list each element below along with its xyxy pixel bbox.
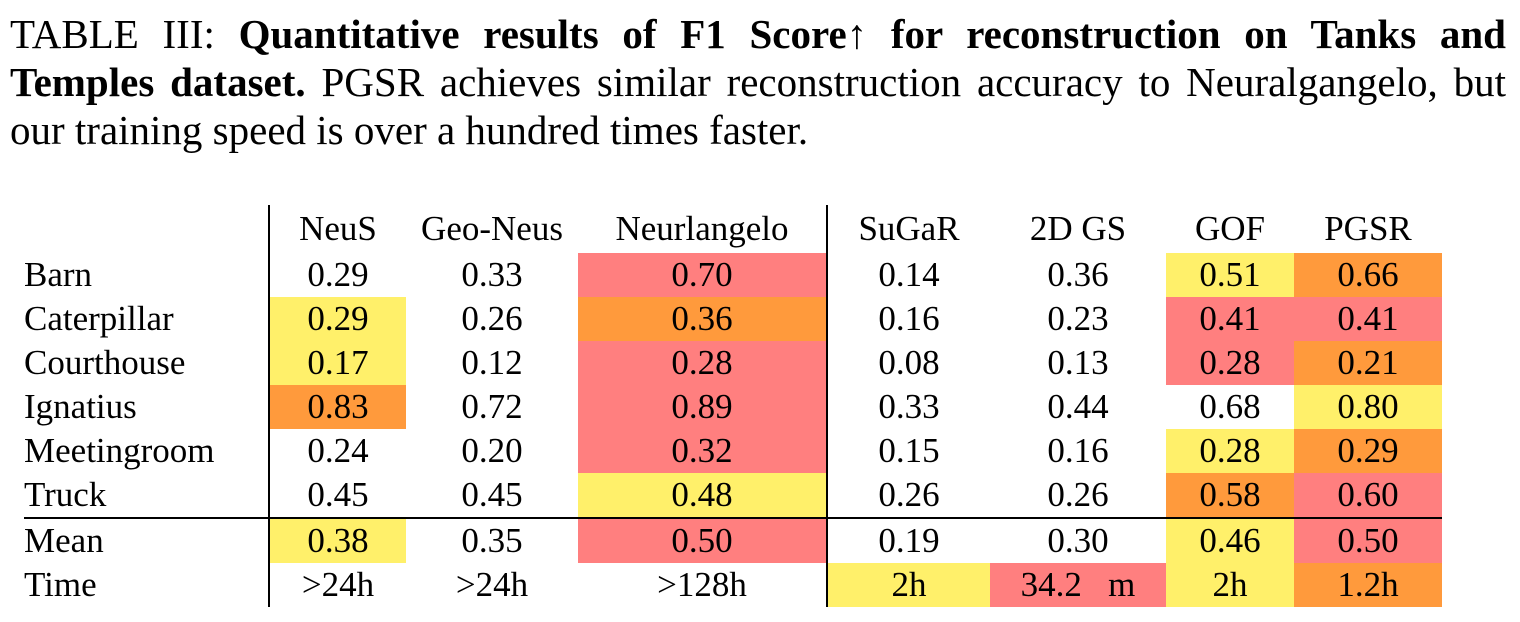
table-row: Mean 0.38 0.35 0.50 0.19 0.30 0.46 0.50 xyxy=(24,517,1442,563)
cell-2d-gs: 0.13 xyxy=(1047,343,1109,382)
header-row: NeuS Geo-Neus Neurlangelo SuGaR 2D GS GO… xyxy=(24,205,1442,253)
table-body: Barn 0.29 0.33 0.70 0.14 0.36 0.51 0.66 Caterpil… xyxy=(24,253,1442,607)
cell-sugar: 0.16 xyxy=(826,297,990,341)
cell-2d-gs: 34.2 m xyxy=(990,563,1166,607)
cell-gof: 0.46 xyxy=(1166,517,1294,563)
cell-pgsr: 0.29 xyxy=(1294,429,1442,473)
table-row: Barn 0.29 0.33 0.70 0.14 0.36 0.51 0.66 xyxy=(24,253,1442,297)
cell-neus: 0.83 xyxy=(268,385,406,429)
cell-2d-gs: 0.16 xyxy=(1047,431,1109,470)
cell-geo-neus: 0.26 xyxy=(461,299,523,338)
row-label: Courthouse xyxy=(24,343,186,382)
cell-2d-gs: 0.30 xyxy=(990,517,1166,563)
cell-gof: 0.28 xyxy=(1166,429,1294,473)
cell-geo-neus: 0.20 xyxy=(461,431,523,470)
cell-neus: 0.24 xyxy=(268,429,406,473)
cell-2d-gs: 0.44 xyxy=(1047,387,1109,426)
cell-gof: 0.51 xyxy=(1166,253,1294,297)
cell-neurlangelo: 0.89 xyxy=(578,385,827,429)
row-label: Ignatius xyxy=(24,387,137,426)
cell-geo-neus: 0.33 xyxy=(461,255,523,294)
table-row: Caterpillar 0.29 0.26 0.36 0.16 0.23 0.41 0.41 xyxy=(24,297,1442,341)
cell-pgsr: 0.41 xyxy=(1294,297,1442,341)
results-table: NeuS Geo-Neus Neurlangelo SuGaR 2D GS GO… xyxy=(24,205,1442,607)
header-cell-2d-gs: 2D GS xyxy=(1029,209,1127,248)
cell-neurlangelo: 0.28 xyxy=(578,341,827,385)
cell-sugar: 0.08 xyxy=(826,341,990,385)
row-label: Caterpillar xyxy=(24,299,174,338)
cell-pgsr: 0.21 xyxy=(1294,341,1442,385)
cell-geo-neus: 0.35 xyxy=(406,517,578,563)
cell-neurlangelo: 0.70 xyxy=(578,253,827,297)
header-cell-pgsr: PGSR xyxy=(1324,209,1412,248)
cell-sugar: 0.19 xyxy=(826,517,990,563)
caption-label: TABLE III: xyxy=(10,11,239,57)
row-label: Barn xyxy=(24,255,93,294)
header-cell-neus: NeuS xyxy=(268,205,406,253)
cell-gof: 0.58 xyxy=(1166,473,1294,518)
cell-neus: 0.17 xyxy=(268,341,406,385)
cell-2d-gs: 0.36 xyxy=(1047,255,1109,294)
cell-pgsr: 0.80 xyxy=(1294,385,1442,429)
table-row: Truck 0.45 0.45 0.48 0.26 0.26 0.58 0.60 xyxy=(24,473,1442,518)
caption-bold-title: Quantitative results of F1 Score↑ for re… xyxy=(10,11,1506,105)
row-label: Meetingroom xyxy=(24,431,215,470)
cell-gof: 0.41 xyxy=(1166,297,1294,341)
header-cell-geo-neus: Geo-Neus xyxy=(421,209,563,248)
header-cell-empty xyxy=(24,205,269,253)
header-cell-sugar: SuGaR xyxy=(826,205,990,253)
cell-neus: 0.45 xyxy=(268,473,406,518)
cell-neus: 0.29 xyxy=(268,297,406,341)
cell-geo-neus: 0.72 xyxy=(461,387,523,426)
cell-neus: 0.29 xyxy=(268,253,406,297)
cell-sugar: 2h xyxy=(826,563,990,607)
cell-sugar: 0.15 xyxy=(826,429,990,473)
cell-pgsr: 0.60 xyxy=(1294,473,1442,518)
cell-neurlangelo: 0.36 xyxy=(578,297,827,341)
row-label: Truck xyxy=(24,475,107,514)
cell-neus: 0.38 xyxy=(268,517,406,563)
cell-2d-gs: 0.26 xyxy=(1047,475,1109,514)
cell-sugar: 0.14 xyxy=(826,253,990,297)
cell-gof: 0.68 xyxy=(1199,387,1261,426)
cell-neurlangelo: 0.50 xyxy=(578,517,827,563)
header-cell-neurlangelo: Neurlangelo xyxy=(615,209,789,248)
caption-description: PGSR achieves similar reconstruction acc… xyxy=(10,59,1506,153)
table-row: Time >24h >24h >128h 2h 34.2 m 2h 1.2h xyxy=(24,563,1442,607)
cell-pgsr: 0.66 xyxy=(1294,253,1442,297)
table-row: Courthouse 0.17 0.12 0.28 0.08 0.13 0.28 0.21 xyxy=(24,341,1442,385)
cell-gof: 0.28 xyxy=(1166,341,1294,385)
table-row: Meetingroom 0.24 0.20 0.32 0.15 0.16 0.28 0.29 xyxy=(24,429,1442,473)
cell-geo-neus: >24h xyxy=(455,565,529,604)
cell-neurlangelo: >128h xyxy=(657,565,747,604)
cell-neurlangelo: 0.48 xyxy=(578,473,827,518)
cell-geo-neus: 0.12 xyxy=(461,343,523,382)
cell-geo-neus: 0.45 xyxy=(461,475,523,514)
table-caption: TABLE III: Quantitative results of F1 Sc… xyxy=(10,10,1506,154)
table-row: Ignatius 0.83 0.72 0.89 0.33 0.44 0.68 0.80 xyxy=(24,385,1442,429)
cell-pgsr: 1.2h xyxy=(1294,563,1442,607)
cell-sugar: 0.33 xyxy=(826,385,990,429)
row-label: Mean xyxy=(24,517,269,563)
cell-neurlangelo: 0.32 xyxy=(578,429,827,473)
cell-gof: 2h xyxy=(1166,563,1294,607)
header-cell-gof: GOF xyxy=(1194,209,1266,248)
cell-2d-gs: 0.23 xyxy=(1047,299,1109,338)
cell-pgsr: 0.50 xyxy=(1294,517,1442,563)
cell-neus: >24h xyxy=(268,563,406,607)
cell-sugar: 0.26 xyxy=(826,473,990,518)
row-label: Time xyxy=(24,565,97,604)
